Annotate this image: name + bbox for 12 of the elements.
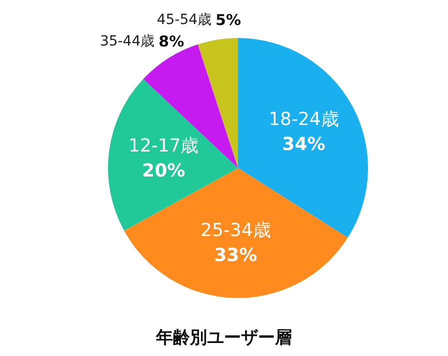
slice-label: 18-24歳 (268, 108, 339, 130)
data-label: 20% (142, 160, 186, 182)
slice-label: 25-34歳 (200, 220, 271, 241)
text: 年齢別ユーザー層 (155, 328, 292, 348)
slice-label: 12-17歳 (128, 136, 199, 157)
data-label: 5% (216, 10, 242, 29)
data-label: 8% (158, 32, 184, 50)
slice-label: 45-54歳 (156, 12, 212, 28)
data-label: 33% (214, 244, 258, 266)
pie-slice (198, 38, 238, 168)
slice-label: 35-44歳 (100, 33, 155, 50)
data-label: 34% (282, 134, 326, 155)
